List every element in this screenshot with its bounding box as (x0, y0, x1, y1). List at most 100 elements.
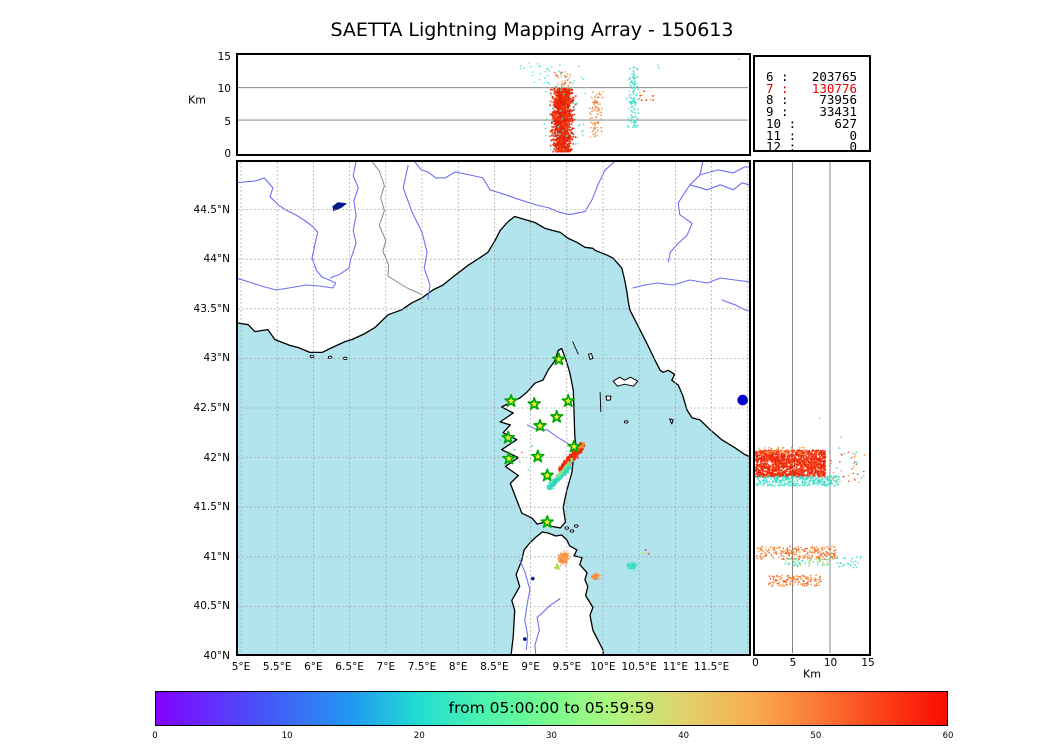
lma-station-marker (540, 468, 554, 482)
stats-source-count: 0 (849, 127, 857, 143)
map-longitude-tick-label: 11.5°E (693, 661, 730, 673)
coastline (238, 162, 749, 654)
map-plot (238, 162, 749, 654)
map-longitude-tick-label: 7.5°E (407, 661, 437, 673)
stats-source-id: 6 : (766, 69, 789, 84)
stats-row: 8 : 73956 (766, 94, 857, 106)
lma-station-marker (567, 439, 581, 453)
stats-source-id: 8 : (766, 92, 789, 108)
map-longitude-tick-label: 10.5°E (621, 661, 657, 673)
lightning-cluster-storm-c-column (625, 66, 641, 129)
map-longitude-tick-label: 5.5°E (262, 661, 292, 673)
altitude-axis-label: Km (188, 93, 206, 107)
altitude-latitude-plot (755, 162, 868, 653)
colorbar-tick-label: 0 (152, 731, 158, 741)
map-longitude-tick-label: 9.5°E (552, 661, 582, 673)
lightning-cluster-lower-right-cyan-dots (836, 555, 862, 569)
stats-row: 10 : 627 (766, 115, 857, 131)
map-longitude-tick-label: 7°E (376, 661, 396, 673)
colorbar-tick-label: 50 (810, 731, 822, 741)
lightning-cluster-right-stray-dots (818, 417, 843, 439)
lightning-cluster-storm-a-right-orange-fringe (757, 446, 807, 455)
map-longitude-tick-label: 6.5°E (335, 661, 364, 673)
lma-station-marker (502, 451, 516, 465)
lightning-cluster-lower-right-green-layer (784, 557, 835, 568)
right-panel-axis-label: Km (803, 667, 821, 681)
colorbar-tick-label: 20 (413, 731, 425, 741)
colorbar-tick-label: 30 (546, 731, 557, 741)
lake-bolsena (737, 394, 748, 406)
stats-source-count: 73956 (819, 92, 857, 108)
lightning-cluster-lower-right-orange-2 (768, 574, 822, 587)
lma-station-marker (501, 430, 515, 444)
stats-row: 9 : 33431 (766, 106, 857, 118)
lightning-cluster-storm-a-map-green (555, 457, 574, 479)
colorbar-label: from 05:00:00 to 05:59:59 (448, 699, 655, 717)
lightning-cluster-lower-right-orange-1 (755, 545, 837, 561)
stats-row: 12 : 0 (766, 141, 857, 153)
map-longitude-tick-label: 6°E (304, 661, 323, 673)
map-latitude-tick-label: 42.5°N (193, 402, 230, 414)
stats-source-count: 627 (834, 115, 857, 131)
country-border (371, 162, 423, 296)
km-tick-label: 5 (789, 657, 797, 669)
lakes (332, 202, 748, 641)
lightning-cluster-sardinia-green-bits (554, 563, 561, 571)
colorbar-gradient (156, 692, 947, 725)
lightning-cluster-sea-orange-blob (590, 572, 601, 581)
track-marks (572, 341, 602, 413)
stats-source-id: 11 : (766, 127, 797, 143)
stats-source-id: 12 : (766, 139, 797, 155)
map-longitude-tick-label: 9°E (521, 661, 540, 673)
km-tick-label: 10 (823, 657, 838, 669)
lightning-cluster-storm-c-red-dots (638, 90, 655, 102)
map-latitude-tick-label: 40°N (203, 650, 230, 662)
map-longitude-tick-label: 5°E (231, 661, 251, 673)
lightning-cluster-sardinia-orange-blob (556, 550, 570, 567)
stats-row: 6 : 203765 (766, 69, 857, 84)
map-latitude-tick-label: 42°N (203, 451, 230, 464)
stats-row: 11 : 0 (766, 127, 857, 143)
lma-station-marker (561, 394, 575, 407)
colorbar-tick-label: 10 (281, 731, 293, 741)
lma-station-marker (527, 396, 541, 410)
map-longitude-tick-label: 8.5°E (480, 661, 509, 673)
lma-station-marker (549, 409, 564, 423)
map-latitude-tick-label: 44°N (203, 253, 230, 266)
stats-source-count: 203765 (811, 69, 857, 84)
map-latitude-tick-label: 43.5°N (193, 302, 230, 315)
lma-station-marker (531, 449, 545, 463)
lma-station-markers (501, 352, 581, 528)
plot-title: SAETTA Lightning Mapping Array - 150613 (330, 19, 734, 41)
colorbar: from 05:00:00 to 05:59:59 (155, 691, 948, 726)
lightning-cluster-high-cyan-west (519, 62, 547, 84)
map-longitude-tick-label: 8°E (448, 661, 468, 673)
map-latitude-tick-label: 41.5°N (193, 501, 230, 514)
colorbar-tick-label: 40 (678, 731, 690, 741)
map-latitude-tick-label: 40.5°N (193, 600, 230, 613)
altitude-tick-label: 15 (217, 50, 231, 63)
lightning-cluster-storm-b-column (588, 91, 604, 139)
map-longitude-tick-label: 10°E (590, 661, 616, 673)
stats-source-id: 9 : (766, 104, 789, 120)
map-latitude-tick-label: 44.5°N (193, 203, 230, 216)
graticule (238, 162, 749, 654)
lma-station-marker (552, 352, 566, 366)
stats-source-count: 0 (849, 139, 857, 155)
stats-source-id: 10 : (766, 115, 797, 131)
altitude-tick-label: 10 (217, 83, 231, 96)
altitude-tick-label: 5 (224, 115, 231, 128)
lightning-cluster-lone-cyan-dot (656, 64, 661, 69)
altitude-latitude-panel (753, 160, 871, 656)
map-longitude-tick-label: 11°E (662, 661, 689, 673)
colorbar-tick-label: 60 (942, 731, 954, 741)
altitude-tick-label: 0 (224, 148, 231, 160)
map-latitude-tick-label: 43°N (203, 352, 230, 365)
lightning-cluster-right-high-scatter (828, 447, 866, 484)
lightning-cluster-lone-green-dot (738, 58, 740, 61)
km-tick-label: 0 (752, 657, 759, 669)
km-tick-label: 15 (861, 657, 875, 669)
lma-station-marker (504, 394, 518, 407)
map-panel (236, 160, 751, 656)
